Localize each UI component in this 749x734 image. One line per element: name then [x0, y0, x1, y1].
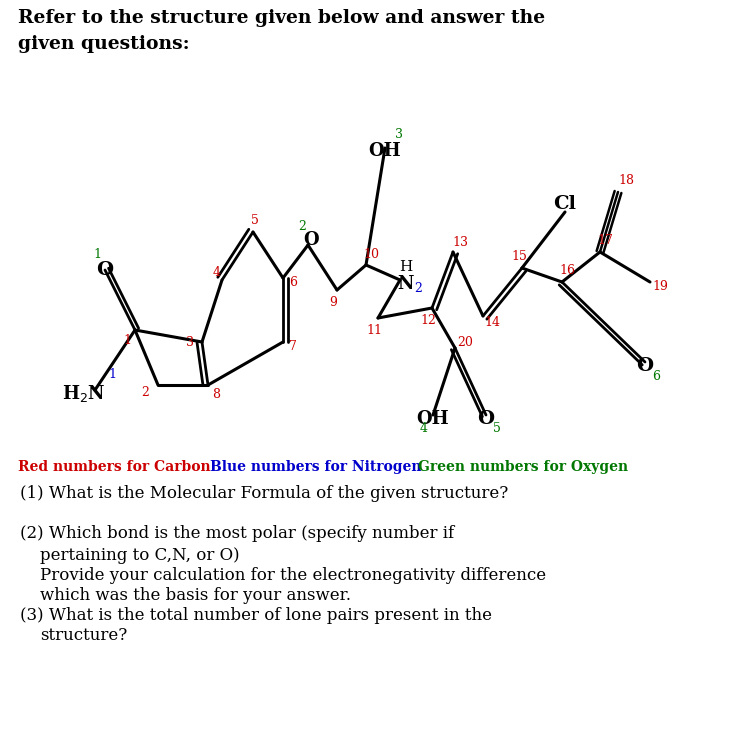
Text: 6: 6 — [652, 369, 660, 382]
Text: 14: 14 — [484, 316, 500, 329]
Text: 1: 1 — [123, 333, 131, 346]
Text: 7: 7 — [289, 340, 297, 352]
Text: Green numbers for Oxygen: Green numbers for Oxygen — [418, 460, 628, 474]
Text: O: O — [477, 410, 494, 428]
Text: 20: 20 — [457, 336, 473, 349]
Text: 18: 18 — [618, 175, 634, 187]
Text: 17: 17 — [597, 234, 613, 247]
Text: 6: 6 — [289, 275, 297, 288]
Text: H: H — [399, 260, 413, 274]
Text: H$_2$N: H$_2$N — [62, 382, 106, 404]
Text: 12: 12 — [420, 314, 436, 327]
Text: structure?: structure? — [40, 627, 127, 644]
Text: 1: 1 — [93, 249, 101, 261]
Text: 3: 3 — [186, 335, 194, 349]
Text: 4: 4 — [420, 423, 428, 435]
Text: pertaining to C,N, or O): pertaining to C,N, or O) — [40, 547, 240, 564]
Text: 5: 5 — [251, 214, 259, 227]
Text: 2: 2 — [414, 282, 422, 294]
Text: (2) Which bond is the most polar (specify number if: (2) Which bond is the most polar (specif… — [20, 525, 454, 542]
Text: O: O — [303, 231, 319, 249]
Text: (1) What is the Molecular Formula of the given structure?: (1) What is the Molecular Formula of the… — [20, 484, 509, 501]
Text: Provide your calculation for the electronegativity difference: Provide your calculation for the electro… — [40, 567, 546, 584]
Text: 1: 1 — [108, 368, 116, 382]
Text: 5: 5 — [493, 423, 501, 435]
Text: OH: OH — [369, 142, 401, 160]
Text: Red numbers for Carbon: Red numbers for Carbon — [18, 460, 210, 474]
Text: N: N — [398, 275, 414, 293]
Text: which was the basis for your answer.: which was the basis for your answer. — [40, 586, 351, 603]
Text: 15: 15 — [511, 250, 527, 264]
Text: O: O — [637, 357, 654, 375]
Text: Blue numbers for Nitrogen: Blue numbers for Nitrogen — [210, 460, 422, 474]
Text: O: O — [97, 261, 114, 279]
Text: 8: 8 — [212, 388, 220, 401]
Text: 3: 3 — [395, 128, 403, 142]
Text: 13: 13 — [452, 236, 468, 249]
Text: given questions:: given questions: — [18, 35, 189, 53]
Text: (3) What is the total number of lone pairs present in the: (3) What is the total number of lone pai… — [20, 606, 492, 623]
Text: 2: 2 — [298, 219, 306, 233]
Text: 2: 2 — [141, 387, 149, 399]
Text: 10: 10 — [363, 249, 379, 261]
Text: 16: 16 — [559, 264, 575, 277]
Text: Refer to the structure given below and answer the: Refer to the structure given below and a… — [18, 9, 545, 27]
Text: Cl: Cl — [554, 195, 577, 213]
Text: 11: 11 — [366, 324, 382, 338]
Text: OH: OH — [416, 410, 449, 428]
Text: 19: 19 — [652, 280, 668, 293]
Text: 4: 4 — [213, 266, 221, 278]
Text: 9: 9 — [329, 296, 337, 308]
